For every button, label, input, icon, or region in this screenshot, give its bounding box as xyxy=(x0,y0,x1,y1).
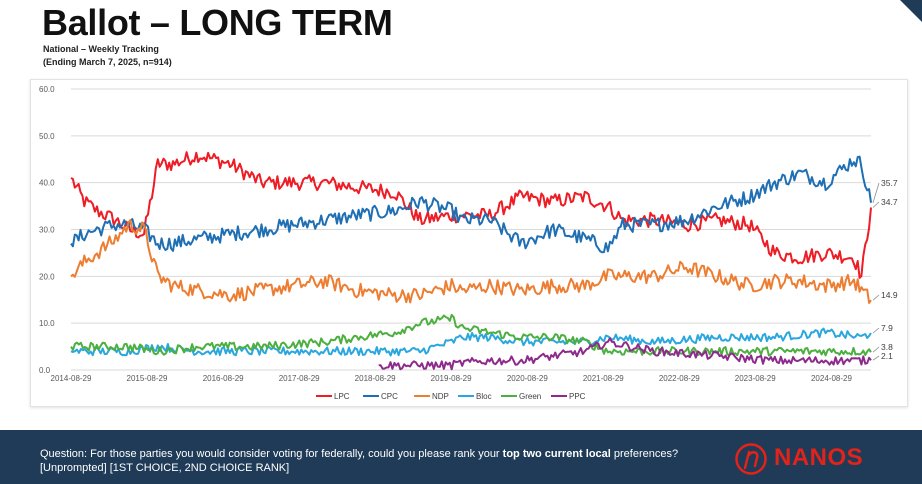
question-text-end: preferences? [Unprompted] [1ST CHOICE, 2… xyxy=(40,448,679,474)
footer-bar xyxy=(0,430,922,484)
x-tick-label: 2021-08-29 xyxy=(583,374,624,383)
series-line-bloc xyxy=(70,327,872,357)
x-tick-label: 2020-08-29 xyxy=(507,374,548,383)
chart-subtitle: National – Weekly Tracking xyxy=(43,44,159,54)
x-tick-label: 2024-08-29 xyxy=(811,374,852,383)
nanos-logo-text: NANOS xyxy=(774,444,864,471)
y-tick-label: 60.0 xyxy=(39,85,55,94)
end-label-leader xyxy=(872,294,880,301)
end-label-leader xyxy=(872,355,880,361)
series-lines xyxy=(70,151,872,371)
question-text: Question: For those parties you would co… xyxy=(40,448,503,460)
x-tick-label: 2022-08-29 xyxy=(659,374,700,383)
end-value-label: 34.7 xyxy=(881,197,898,207)
y-tick-label: 40.0 xyxy=(39,179,55,188)
series-line-cpc xyxy=(70,155,872,254)
chart-panel: 0.0 10.0 20.0 30.0 40.0 50.0 60.0 2014-08-29 201… xyxy=(30,79,908,407)
nanos-logo: NANOS xyxy=(734,442,864,476)
legend-label-ppc: PPC xyxy=(569,392,586,401)
question-emphasis: top two current local xyxy=(502,448,611,460)
x-tick-label: 2016-08-29 xyxy=(203,374,244,383)
legend-label-green: Green xyxy=(519,392,541,401)
end-value-label: 3.8 xyxy=(881,342,893,352)
end-label-leader xyxy=(872,182,880,203)
chart-canvas: 0.0 10.0 20.0 30.0 40.0 50.0 60.0 2014-08-29 201… xyxy=(39,85,898,401)
end-value-label: 2.1 xyxy=(881,351,893,361)
end-value-label: 14.9 xyxy=(881,290,898,300)
x-tick-label: 2017-08-29 xyxy=(279,374,320,383)
legend-label-ndp: NDP xyxy=(432,392,449,401)
chart-sample-info: (Ending March 7, 2025, n=914) xyxy=(43,57,172,67)
x-tick-label: 2023-08-29 xyxy=(735,374,776,383)
y-tick-label: 10.0 xyxy=(39,319,55,328)
series-line-green xyxy=(70,313,872,357)
page-title: Ballot – LONG TERM xyxy=(42,2,393,43)
series-line-ppc xyxy=(378,337,872,371)
x-tick-label: 2018-08-29 xyxy=(355,374,396,383)
end-value-label: 7.9 xyxy=(881,323,893,333)
end-label-leader xyxy=(872,201,880,208)
end-label-leader xyxy=(872,327,880,334)
legend-label-lpc: LPC xyxy=(334,392,350,401)
x-tick-label: 2019-08-29 xyxy=(431,374,472,383)
corner-decoration xyxy=(900,0,922,22)
gridlines xyxy=(71,88,871,371)
survey-question: Question: For those parties you would co… xyxy=(40,447,700,475)
x-tick-label: 2015-08-29 xyxy=(127,374,168,383)
y-tick-label: 0.0 xyxy=(39,366,51,375)
y-tick-label: 30.0 xyxy=(39,226,55,235)
end-label-leader xyxy=(872,346,880,353)
axis-labels: 0.0 10.0 20.0 30.0 40.0 50.0 60.0 2014-08-29 201… xyxy=(39,85,852,383)
legend-label-bloc: Bloc xyxy=(476,392,492,401)
end-labels: 35.7 34.7 14.9 7.9 3.82.1 xyxy=(872,178,898,361)
nanos-logo-icon xyxy=(735,443,767,475)
y-tick-label: 50.0 xyxy=(39,132,55,141)
legend: LPC CPC NDP Bloc Green PPC xyxy=(316,392,586,401)
x-tick-label: 2014-08-29 xyxy=(51,374,92,383)
y-tick-label: 20.0 xyxy=(39,272,55,281)
legend-label-cpc: CPC xyxy=(381,392,398,401)
end-value-label: 35.7 xyxy=(881,178,898,188)
series-line-ndp xyxy=(70,219,872,304)
